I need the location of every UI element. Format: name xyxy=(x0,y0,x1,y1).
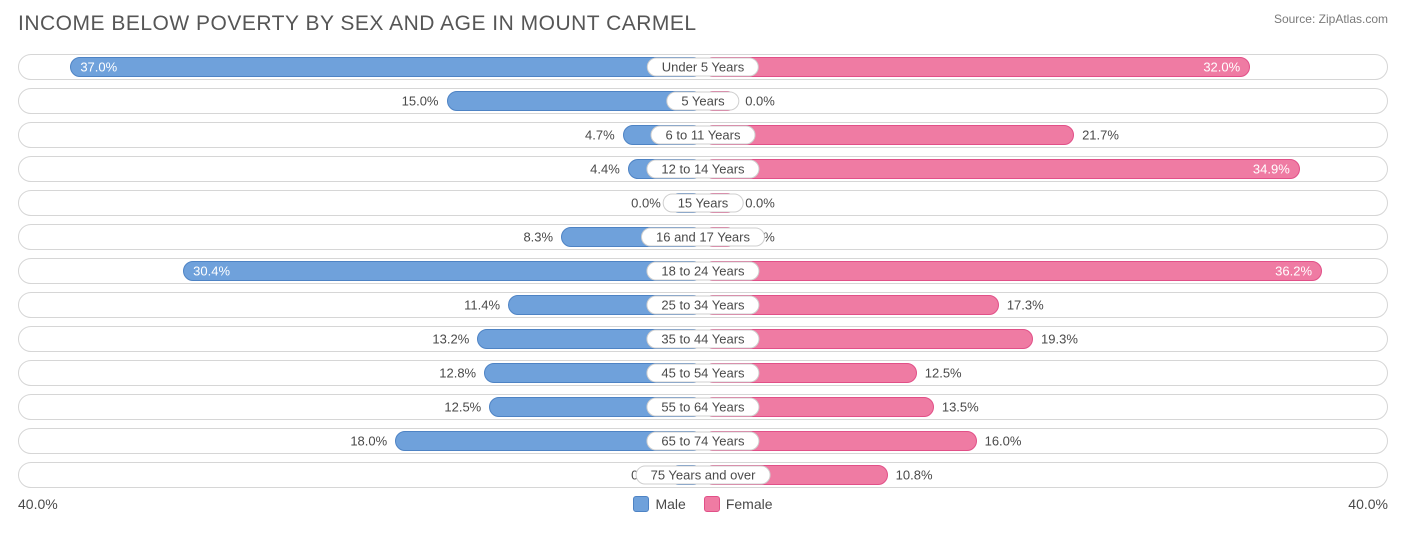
chart-title: INCOME BELOW POVERTY BY SEX AND AGE IN M… xyxy=(18,12,697,36)
chart-row: 8.3%0.0%16 and 17 Years xyxy=(18,224,1388,250)
chart-row: 30.4% 36.2% 18 to 24 Years xyxy=(18,258,1388,284)
female-value-label: 32.0% xyxy=(1203,60,1240,75)
diverging-bar-chart: 37.0% 32.0% Under 5 Years 15.0% 0.0% 5 Years 4… xyxy=(18,54,1388,488)
female-bar xyxy=(703,159,1300,179)
chart-footer: 40.0% Male Female 40.0% xyxy=(18,496,1388,512)
female-value-label: 10.8% xyxy=(896,468,933,483)
male-bar xyxy=(183,261,703,281)
chart-row: 12.8% 12.5% 45 to 54 Years xyxy=(18,360,1388,386)
female-value-label: 21.7% xyxy=(1082,128,1119,143)
legend-swatch xyxy=(704,496,720,512)
male-value-label: 30.4% xyxy=(193,264,230,279)
chart-row: 12.5% 13.5% 55 to 64 Years xyxy=(18,394,1388,420)
legend-item: Male xyxy=(633,496,685,512)
legend-label: Male xyxy=(655,496,685,512)
category-label: 35 to 44 Years xyxy=(646,330,759,349)
category-label: 65 to 74 Years xyxy=(646,432,759,451)
axis-right-max: 40.0% xyxy=(1348,496,1388,512)
category-label: 25 to 34 Years xyxy=(646,296,759,315)
male-value-label: 0.0% xyxy=(631,196,661,211)
male-value-label: 4.7% xyxy=(585,128,615,143)
category-label: 45 to 54 Years xyxy=(646,364,759,383)
legend-swatch xyxy=(633,496,649,512)
female-value-label: 0.0% xyxy=(745,94,775,109)
female-bar xyxy=(703,261,1322,281)
male-bar xyxy=(70,57,703,77)
category-label: 12 to 14 Years xyxy=(646,160,759,179)
category-label: 6 to 11 Years xyxy=(651,126,756,145)
chart-row: 0.0%10.8%75 Years and over xyxy=(18,462,1388,488)
female-value-label: 13.5% xyxy=(942,400,979,415)
chart-row: 4.4% 34.9% 12 to 14 Years xyxy=(18,156,1388,182)
male-value-label: 4.4% xyxy=(590,162,620,177)
female-value-label: 34.9% xyxy=(1253,162,1290,177)
legend-label: Female xyxy=(726,496,773,512)
category-label: 16 and 17 Years xyxy=(641,228,765,247)
legend: Male Female xyxy=(633,496,772,512)
male-value-label: 13.2% xyxy=(432,332,469,347)
female-value-label: 17.3% xyxy=(1007,298,1044,313)
chart-header: INCOME BELOW POVERTY BY SEX AND AGE IN M… xyxy=(18,12,1388,36)
axis-left-max: 40.0% xyxy=(18,496,58,512)
category-label: 15 Years xyxy=(663,194,744,213)
male-value-label: 15.0% xyxy=(402,94,439,109)
female-value-label: 16.0% xyxy=(985,434,1022,449)
chart-row: 18.0% 16.0% 65 to 74 Years xyxy=(18,428,1388,454)
chart-row: 11.4% 17.3% 25 to 34 Years xyxy=(18,292,1388,318)
female-bar xyxy=(703,57,1250,77)
male-value-label: 8.3% xyxy=(523,230,553,245)
chart-source: Source: ZipAtlas.com xyxy=(1274,12,1388,26)
female-value-label: 19.3% xyxy=(1041,332,1078,347)
category-label: 5 Years xyxy=(666,92,739,111)
male-value-label: 18.0% xyxy=(350,434,387,449)
female-value-label: 36.2% xyxy=(1275,264,1312,279)
category-label: 75 Years and over xyxy=(636,466,771,485)
chart-row: 15.0% 0.0% 5 Years xyxy=(18,88,1388,114)
male-value-label: 12.5% xyxy=(444,400,481,415)
female-value-label: 12.5% xyxy=(925,366,962,381)
category-label: 18 to 24 Years xyxy=(646,262,759,281)
chart-row: 4.7% 21.7% 6 to 11 Years xyxy=(18,122,1388,148)
male-value-label: 37.0% xyxy=(80,60,117,75)
female-bar xyxy=(703,125,1074,145)
male-value-label: 12.8% xyxy=(439,366,476,381)
category-label: 55 to 64 Years xyxy=(646,398,759,417)
chart-row: 0.0% 0.0%15 Years xyxy=(18,190,1388,216)
male-value-label: 11.4% xyxy=(464,298,500,313)
male-bar xyxy=(447,91,704,111)
chart-row: 13.2% 19.3% 35 to 44 Years xyxy=(18,326,1388,352)
legend-item: Female xyxy=(704,496,773,512)
female-value-label: 0.0% xyxy=(745,196,775,211)
chart-row: 37.0% 32.0% Under 5 Years xyxy=(18,54,1388,80)
category-label: Under 5 Years xyxy=(647,58,759,77)
